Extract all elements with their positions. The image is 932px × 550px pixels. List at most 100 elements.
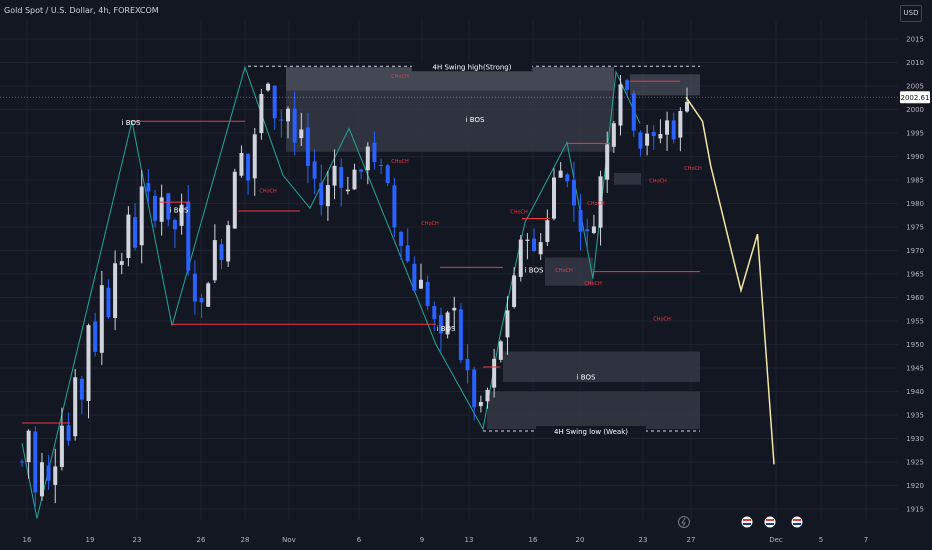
y-tick-label: 1915 (906, 506, 924, 514)
flag-stripe (743, 523, 751, 525)
candle-body (259, 93, 264, 134)
x-tick-label: 20 (576, 536, 585, 544)
flag-stripe (766, 523, 774, 525)
us-flag-icon (741, 516, 753, 528)
candle-body (472, 369, 477, 408)
candle-body (252, 134, 257, 179)
candle-body (458, 309, 463, 361)
candle-body (332, 165, 337, 186)
candle-body (159, 197, 164, 222)
candle-body (685, 101, 689, 112)
x-tick-label: 28 (241, 536, 250, 544)
candle-body (73, 377, 78, 437)
candle-body (86, 325, 91, 401)
choch-label: CHoCH (653, 317, 671, 323)
flag-stripe (766, 519, 774, 521)
y-tick-label: 1940 (906, 388, 924, 396)
candle-body (485, 389, 490, 402)
x-tick-label: 19 (86, 536, 95, 544)
candle-body (525, 239, 530, 241)
candle-body (452, 307, 457, 311)
x-tick-label: 7 (864, 536, 868, 544)
candle-body (538, 242, 543, 255)
candle-body (325, 185, 330, 207)
bos-label: i BOS (577, 373, 596, 381)
y-tick-label: 1950 (906, 341, 924, 349)
candle-body (505, 310, 510, 338)
candle-body (279, 119, 284, 121)
candle-body (512, 275, 517, 307)
y-tick-label: 2005 (906, 83, 924, 91)
x-tick-label: 26 (197, 536, 206, 544)
x-tick-label: Dec (769, 536, 783, 544)
candle-body (53, 466, 58, 485)
candle-body (66, 425, 71, 441)
swing-label-bg (411, 61, 533, 72)
candle-body (39, 462, 44, 497)
y-tick-label: 2015 (906, 36, 924, 44)
swing-label: 4H Swing high(Strong) (433, 63, 512, 71)
y-tick-label: 1980 (906, 200, 924, 208)
choch-label: CHoCH (391, 74, 409, 80)
candle-body (93, 321, 98, 352)
flag-stripe (743, 519, 751, 521)
x-tick-label: 13 (465, 536, 474, 544)
candle-body (172, 220, 177, 230)
candle-body (405, 245, 410, 262)
y-tick-label: 1935 (906, 412, 924, 420)
candle-body (578, 210, 583, 232)
lightning-icon (678, 516, 690, 528)
candle-body (498, 341, 503, 360)
choch-label: CHoCH (684, 166, 702, 172)
candle-body (199, 298, 204, 303)
y-tick-label: 1945 (906, 365, 924, 373)
candle-body (465, 359, 470, 371)
candle-body (412, 263, 417, 291)
liquidity-zone (545, 257, 593, 286)
bos-label: i BOS (525, 266, 544, 274)
choch-label: CHoCH (391, 159, 409, 165)
candle-body (518, 239, 523, 277)
candle-body (385, 165, 390, 183)
candle-body (352, 169, 357, 190)
currency-button[interactable]: USD (900, 5, 922, 22)
y-tick-label: 1955 (906, 318, 924, 326)
candle-body (272, 85, 277, 119)
candle-body (133, 217, 138, 248)
candle-body (438, 314, 443, 334)
candle-body (425, 281, 430, 306)
candle-body (558, 170, 563, 178)
us-flag-icon (764, 516, 776, 528)
candle-body (246, 153, 251, 181)
candle-body (266, 83, 271, 91)
candle-body (212, 240, 217, 281)
x-tick-label: 16 (529, 536, 538, 544)
y-tick-label: 1995 (906, 130, 924, 138)
candle-body (239, 153, 244, 176)
candle-body (611, 123, 616, 147)
y-tick-label: 2000 (906, 106, 924, 114)
candle-body (445, 312, 450, 335)
x-tick-label: 23 (639, 536, 648, 544)
choch-label: CHoCH (421, 221, 439, 227)
candle-body (99, 285, 104, 353)
candle-body (658, 133, 663, 139)
liquidity-zone (503, 351, 700, 383)
candle-body (59, 425, 64, 467)
x-tick-label: 16 (23, 536, 32, 544)
candle-body (651, 131, 656, 137)
y-tick-label: 1925 (906, 459, 924, 467)
choch-label: CHoCH (584, 281, 602, 287)
candle-body (305, 127, 310, 166)
flag-stripe (793, 519, 801, 521)
candle-body (432, 305, 437, 320)
candle-body (671, 120, 676, 140)
candle-body (625, 80, 630, 90)
candle-body (399, 231, 404, 246)
candle-body (319, 182, 324, 206)
symbol-title: Gold Spot / U.S. Dollar, 4h, FOREXCOM (4, 6, 159, 15)
y-tick-label: 1960 (906, 294, 924, 302)
candle-body (126, 214, 131, 258)
bos-label: i BOS (466, 116, 485, 124)
